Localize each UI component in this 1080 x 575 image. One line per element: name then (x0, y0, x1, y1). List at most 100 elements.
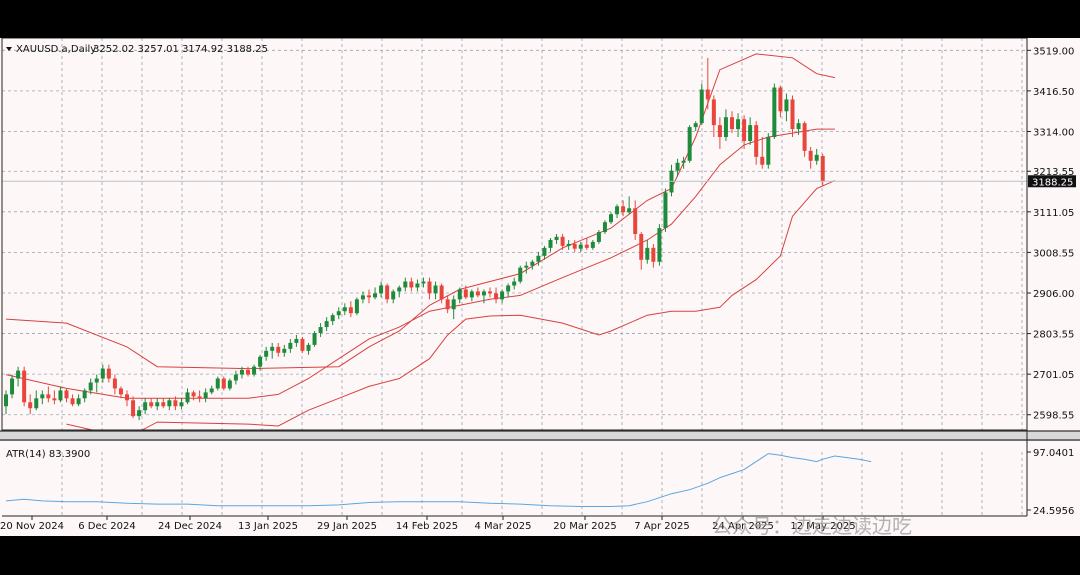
candle-body (475, 291, 480, 296)
candle-body (445, 299, 450, 310)
candle-body (705, 89, 710, 100)
candle (621, 200, 626, 217)
candle-body (179, 402, 184, 407)
y-tick-label: 3314.00 (1033, 127, 1074, 138)
candle (336, 307, 341, 320)
candle-body (566, 243, 571, 246)
candle (360, 291, 365, 304)
candle (790, 95, 795, 138)
y-tick-label: 3213.55 (1033, 167, 1074, 178)
candle (354, 297, 359, 316)
candle (572, 239, 577, 252)
price-chart[interactable]: 3519.00 3416.50 3314.00 3213.55 3111.05 3008.… (0, 38, 1080, 536)
dropdown-triangle-icon[interactable] (6, 47, 12, 51)
candle (70, 394, 75, 407)
candle-body (58, 390, 63, 401)
candle (131, 396, 136, 419)
atr-y-tick-label: 24.5956 (1033, 506, 1074, 517)
candle (627, 196, 632, 215)
candle-body (197, 396, 202, 399)
candle-body (760, 156, 765, 165)
candle-body (548, 239, 553, 248)
candle (730, 111, 734, 134)
candle-body (227, 380, 232, 389)
candle-body (391, 291, 396, 300)
candle (22, 366, 27, 407)
candle (373, 287, 378, 300)
candle (64, 388, 69, 403)
candle-body (367, 295, 371, 298)
bollinger-lower (66, 180, 836, 439)
candle (669, 164, 674, 197)
candle (742, 115, 747, 149)
candle-body (360, 295, 365, 300)
candle (639, 232, 644, 270)
candle-body (221, 378, 226, 389)
candle-body (155, 402, 160, 407)
candle-body (766, 137, 771, 165)
candle (88, 378, 93, 395)
candle-body (239, 369, 244, 375)
candle-body (820, 156, 825, 182)
candle (252, 364, 257, 377)
candle (330, 313, 335, 326)
candle-body (584, 244, 589, 248)
candle (602, 220, 607, 235)
candle-body (730, 117, 734, 130)
candle-body (609, 214, 613, 223)
candle-body (300, 338, 305, 351)
candle (645, 239, 650, 264)
candles (4, 57, 825, 421)
candle-body (276, 346, 281, 353)
candle (766, 133, 771, 169)
candle (748, 117, 753, 145)
candle-body (312, 333, 317, 345)
candle (760, 137, 765, 169)
candle-body (403, 281, 408, 288)
candle-body (596, 232, 601, 242)
candle (46, 386, 51, 403)
candle (137, 406, 142, 421)
candle (324, 317, 329, 332)
candle (16, 366, 21, 387)
y-tick-label: 2598.55 (1033, 411, 1074, 422)
chart-header: XAUUSD.a,Daily 3252.02 3257.01 3174.92 3… (6, 44, 268, 55)
bollinger-bands (5, 53, 836, 439)
candle-body (633, 208, 638, 235)
candle-body (409, 281, 414, 288)
candle-body (143, 402, 148, 411)
candle (391, 289, 396, 304)
candle-body (615, 206, 620, 215)
candle (379, 281, 384, 298)
candle (463, 285, 468, 300)
candle (711, 95, 716, 138)
candle (609, 212, 613, 225)
candle (155, 398, 160, 411)
candle-body (639, 234, 644, 260)
candle (161, 398, 166, 409)
candle (802, 121, 807, 157)
candle-body (330, 315, 335, 322)
y-tick-label: 2701.05 (1033, 370, 1074, 381)
candle-body (602, 222, 607, 233)
symbol-label: XAUUSD.a,Daily (16, 44, 96, 55)
price-tag: 3188.25 (1028, 175, 1076, 188)
candle (288, 338, 293, 353)
candle (584, 237, 589, 250)
candle (518, 265, 523, 284)
candle (488, 287, 492, 298)
candle (772, 83, 777, 139)
candle (475, 287, 480, 298)
candle (318, 323, 323, 337)
candle-body (185, 392, 190, 403)
candle-body (137, 410, 142, 417)
candle (258, 354, 263, 371)
candle (203, 388, 208, 403)
ohlc-values: 3252.02 3257.01 3174.92 3188.25 (93, 44, 268, 55)
candle (784, 93, 789, 122)
candle (512, 277, 517, 290)
candle-body (590, 241, 595, 248)
candle-body (784, 99, 789, 112)
candle-body (469, 291, 474, 298)
candle (481, 289, 486, 304)
